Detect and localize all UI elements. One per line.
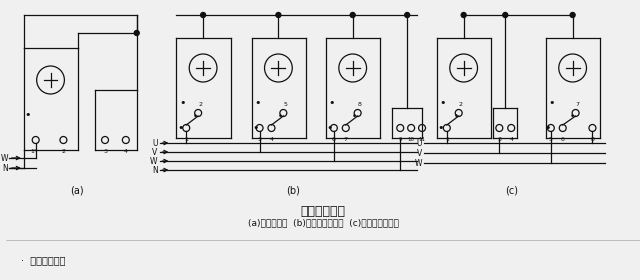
Text: W: W: [150, 157, 157, 165]
Text: 7: 7: [344, 137, 348, 142]
Circle shape: [570, 13, 575, 18]
Text: 6: 6: [332, 137, 336, 142]
Text: 6: 6: [561, 137, 564, 142]
Text: •: •: [252, 123, 259, 133]
Text: 3: 3: [103, 149, 107, 154]
Text: •: •: [352, 111, 357, 120]
Text: N: N: [152, 165, 157, 174]
Text: 2: 2: [61, 149, 65, 154]
Text: 7: 7: [575, 102, 580, 107]
Text: (a): (a): [70, 185, 84, 195]
Text: 3: 3: [497, 137, 501, 142]
Text: 电度表接线图: 电度表接线图: [300, 205, 346, 218]
Text: 4: 4: [124, 149, 128, 154]
Text: U: U: [417, 139, 422, 148]
Text: •: •: [24, 110, 31, 120]
Text: W: W: [415, 158, 422, 167]
Text: ·  电度表接线图: · 电度表接线图: [21, 255, 65, 265]
Circle shape: [134, 31, 139, 36]
Text: 5: 5: [549, 137, 553, 142]
Text: •: •: [193, 111, 198, 120]
Text: •: •: [438, 123, 444, 133]
Text: V: V: [152, 148, 157, 157]
Text: V: V: [417, 148, 422, 158]
Text: •: •: [453, 111, 458, 120]
Text: W: W: [1, 153, 8, 162]
Text: •: •: [254, 98, 261, 108]
Text: 9: 9: [399, 137, 402, 142]
Text: 4: 4: [509, 137, 513, 142]
Text: 8: 8: [591, 137, 595, 142]
Text: •: •: [278, 111, 283, 120]
Text: (a)单相电度表  (b)三相四线电度表  (c)三相三线电度表: (a)单相电度表 (b)三相四线电度表 (c)三相三线电度表: [248, 218, 399, 227]
Text: 2: 2: [198, 102, 202, 107]
Text: 8: 8: [358, 102, 362, 107]
Text: 4: 4: [269, 137, 273, 142]
Text: 1: 1: [184, 137, 188, 142]
Text: 10: 10: [408, 137, 415, 142]
Text: U: U: [152, 139, 157, 148]
Circle shape: [503, 13, 508, 18]
Text: 5: 5: [284, 102, 287, 107]
Text: •: •: [570, 111, 575, 120]
Text: 3: 3: [257, 137, 262, 142]
Circle shape: [350, 13, 355, 18]
Text: •: •: [440, 98, 446, 108]
Text: (b): (b): [286, 185, 300, 195]
Circle shape: [461, 13, 466, 18]
Circle shape: [200, 13, 205, 18]
Circle shape: [276, 13, 281, 18]
Text: 1: 1: [445, 137, 449, 142]
Text: •: •: [326, 123, 333, 133]
Circle shape: [404, 13, 410, 18]
Text: •: •: [177, 123, 184, 133]
Text: •: •: [329, 98, 335, 108]
Text: 2: 2: [459, 102, 463, 107]
Text: •: •: [548, 98, 555, 108]
Text: N: N: [2, 164, 8, 172]
Text: (c): (c): [505, 185, 518, 195]
Text: •: •: [179, 98, 186, 108]
Text: 1*: 1*: [30, 149, 37, 154]
Text: •: •: [545, 123, 551, 133]
Text: 11: 11: [419, 137, 426, 142]
